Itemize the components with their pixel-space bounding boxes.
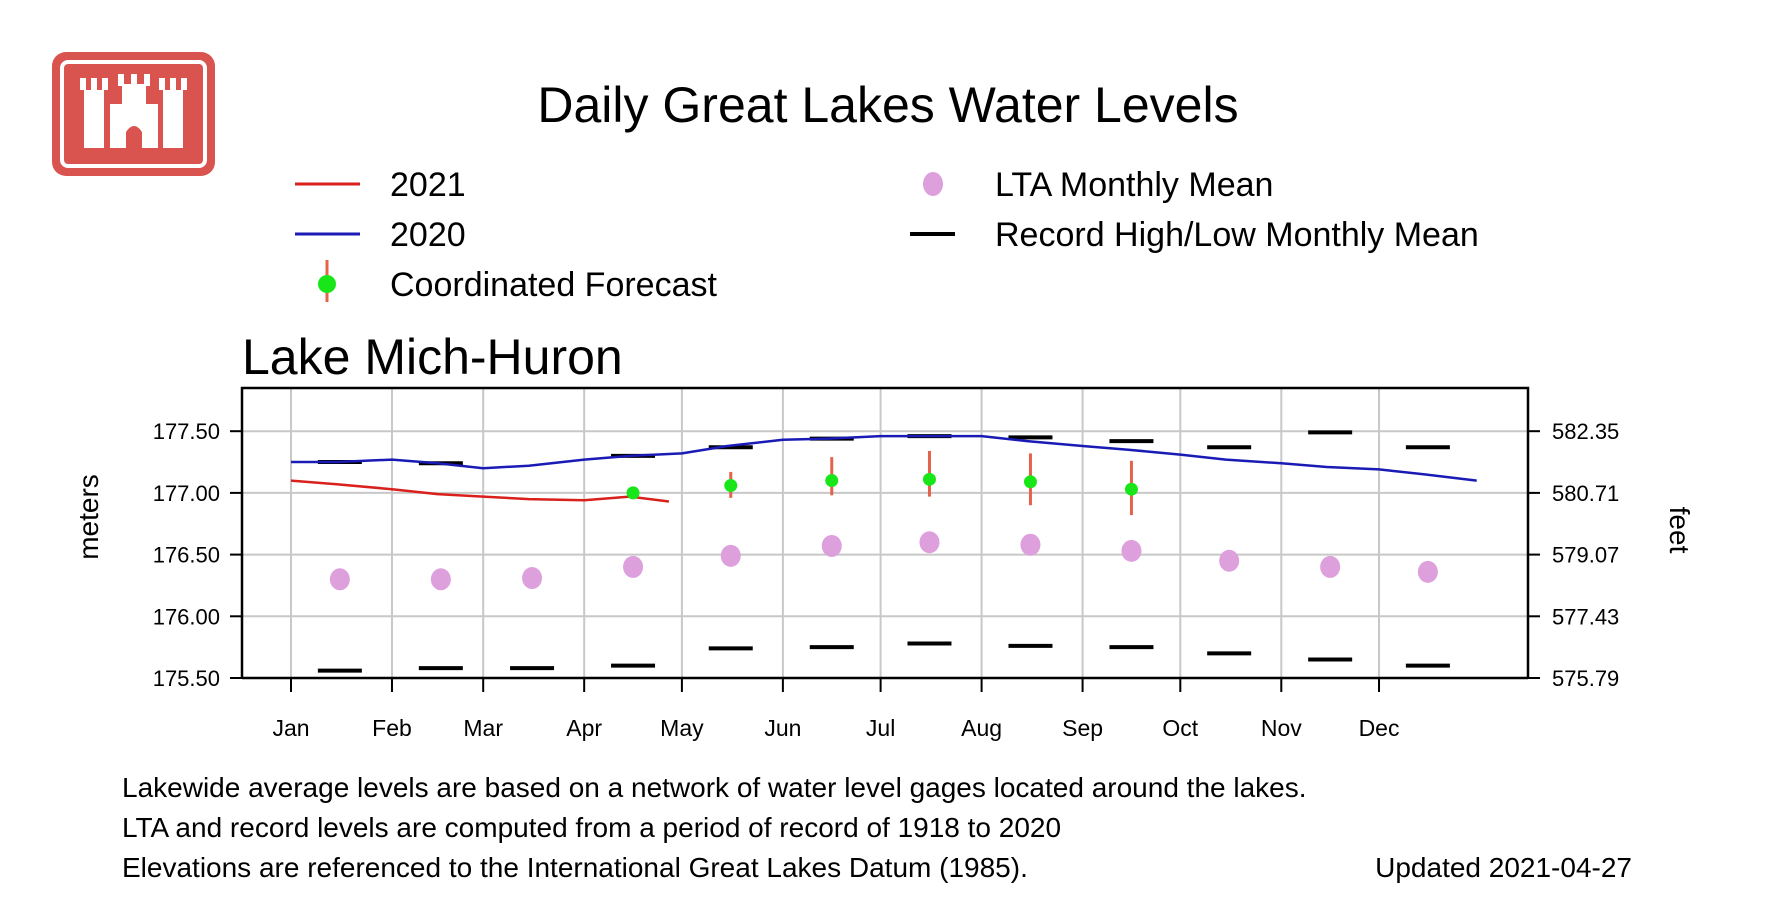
y-tick-label: 177.50 <box>153 419 220 444</box>
y2-tick-label: 577.43 <box>1552 604 1619 629</box>
y-tick-label: 176.50 <box>153 543 220 568</box>
y2-tick-label: 582.35 <box>1552 419 1619 444</box>
legend-swatch-coordinated-forecast <box>318 275 336 293</box>
y-tick-label: 175.50 <box>153 666 220 691</box>
x-tick-label-jun: Jun <box>764 715 801 741</box>
x-tick-label-sep: Sep <box>1062 715 1103 741</box>
plot-frame <box>240 386 1530 678</box>
plot-area: 175.50 176.00 176.50 177.00 177.50 575.79 577.… <box>153 386 1619 741</box>
x-tick-label-apr: Apr <box>566 715 602 741</box>
legend: 2021 2020 Coordinated Forecast LTA Monthly … <box>295 166 1479 304</box>
y2-tick-label: 579.07 <box>1552 543 1619 568</box>
y2-tick-label: 575.79 <box>1552 666 1619 691</box>
lta-dot-aug <box>1020 533 1041 556</box>
y2-tick-label: 580.71 <box>1552 481 1619 506</box>
x-tick-label-may: May <box>660 715 704 741</box>
y-axis-label-meters: meters <box>73 474 104 560</box>
chart-title: Daily Great Lakes Water Levels <box>537 77 1238 133</box>
lta-dot-jun <box>821 534 842 557</box>
y-tick-label: 176.00 <box>153 604 220 629</box>
lta-dot-feb <box>430 568 451 591</box>
legend-label-lta-monthly-mean: LTA Monthly Mean <box>995 166 1273 204</box>
lta-dot-nov <box>1320 555 1341 578</box>
x-tick-label-mar: Mar <box>463 715 503 741</box>
footnote-line-3: Elevations are referenced to the Interna… <box>122 852 1028 883</box>
footnote-line-2: LTA and record levels are computed from … <box>122 812 1061 843</box>
forecast-point-may <box>724 478 738 492</box>
x-tick-label-jul: Jul <box>866 715 895 741</box>
legend-label-2021: 2021 <box>390 166 466 204</box>
x-tick-label-feb: Feb <box>372 715 412 741</box>
lta-dot-apr <box>623 555 644 578</box>
forecast-point-sep <box>1124 482 1138 496</box>
y-tick-label: 177.00 <box>153 481 220 506</box>
y-axis-label-feet: feet <box>1664 507 1695 554</box>
forecast-point-apr <box>626 486 640 500</box>
lta-dot-mar <box>522 567 543 590</box>
legend-label-coordinated-forecast: Coordinated Forecast <box>390 266 718 304</box>
lta-dot-may <box>720 544 741 567</box>
lta-dot-sep <box>1121 539 1142 562</box>
updated-date: Updated 2021-04-27 <box>1375 852 1632 883</box>
forecast-point-aug <box>1023 475 1037 489</box>
forecast-point-jun <box>825 474 839 488</box>
lta-dot-oct <box>1219 549 1240 572</box>
x-tick-label-oct: Oct <box>1162 715 1198 741</box>
x-tick-label-jan: Jan <box>272 715 309 741</box>
lta-dot-dec <box>1417 560 1438 583</box>
lta-dot-jan <box>329 568 350 591</box>
x-tick-label-dec: Dec <box>1359 715 1400 741</box>
footnote-line-1: Lakewide average levels are based on a n… <box>122 772 1307 803</box>
series-line-2021 <box>290 479 670 503</box>
lake-title: Lake Mich-Huron <box>242 329 623 385</box>
castle-logo-icon <box>52 52 215 176</box>
lta-dot-jul <box>919 531 940 554</box>
legend-swatch-lta-monthly-mean <box>923 172 943 196</box>
legend-label-record-high-low-monthly-mean: Record High/Low Monthly Mean <box>995 216 1479 254</box>
series-line-2020 <box>291 434 1477 482</box>
x-tick-label-aug: Aug <box>961 715 1002 741</box>
x-tick-label-nov: Nov <box>1261 715 1302 741</box>
forecast-point-jul <box>922 472 936 486</box>
legend-label-2020: 2020 <box>390 216 466 254</box>
